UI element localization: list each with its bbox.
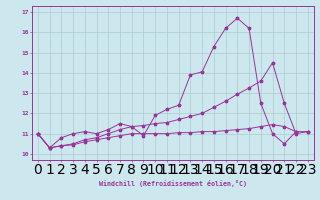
- X-axis label: Windchill (Refroidissement éolien,°C): Windchill (Refroidissement éolien,°C): [99, 180, 247, 187]
